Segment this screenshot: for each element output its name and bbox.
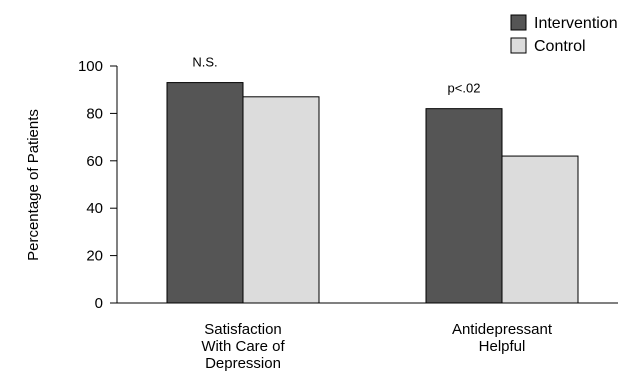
y-tick-label: 20 bbox=[86, 248, 103, 265]
y-tick-label: 80 bbox=[86, 105, 103, 122]
legend-swatch-control bbox=[510, 37, 527, 54]
category-label: With Care of bbox=[201, 338, 285, 355]
bars-layer bbox=[166, 82, 579, 304]
category-label: Satisfaction bbox=[204, 321, 282, 338]
bar-control-0 bbox=[242, 96, 320, 304]
y-tick-label: 100 bbox=[78, 58, 103, 75]
category-label: Helpful bbox=[479, 338, 526, 355]
y-tick-label: 40 bbox=[86, 200, 103, 217]
significance-annotation: N.S. bbox=[192, 55, 217, 70]
bar-intervention-0 bbox=[166, 82, 244, 304]
y-tick-label: 0 bbox=[95, 295, 103, 312]
bar-control-1 bbox=[501, 155, 579, 304]
legend: Intervention Control bbox=[510, 14, 618, 55]
significance-annotation: p<.02 bbox=[448, 81, 481, 96]
legend-swatch-intervention bbox=[510, 14, 527, 31]
y-axis-label: Percentage of Patients bbox=[25, 109, 42, 261]
legend-label-control: Control bbox=[534, 38, 586, 55]
axis-layer bbox=[116, 66, 618, 304]
category-label: Depression bbox=[205, 355, 281, 372]
annotations: N.S. p<.02 bbox=[192, 55, 480, 96]
bar-intervention-1 bbox=[425, 108, 503, 304]
category-label: Antidepressant bbox=[452, 321, 553, 338]
legend-label-intervention: Intervention bbox=[534, 15, 618, 32]
y-ticks: 0 20 40 60 80 100 bbox=[78, 58, 117, 312]
y-tick-label: 60 bbox=[86, 153, 103, 170]
